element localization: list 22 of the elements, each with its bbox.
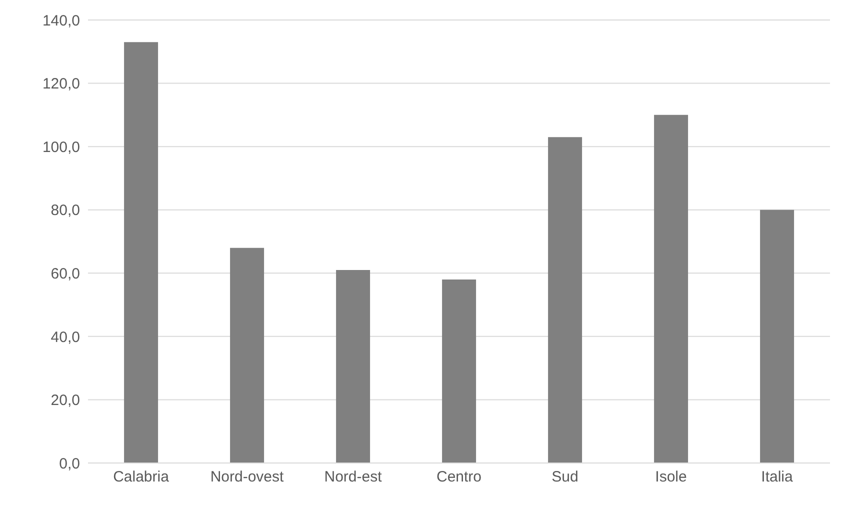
y-tick-label: 40,0: [50, 328, 80, 346]
y-tick-label: 80,0: [50, 202, 80, 220]
y-tick-label: 20,0: [50, 392, 80, 410]
y-tick-label: 0,0: [59, 455, 80, 472]
x-tick-label: Nord-ovest: [210, 468, 285, 486]
x-tick-label: Sud: [552, 468, 578, 486]
bar: [548, 137, 582, 463]
y-tick-label: 120,0: [42, 76, 80, 93]
x-tick-label: Calabria: [113, 468, 170, 486]
x-tick-label: Isole: [655, 468, 687, 486]
x-tick-label: Italia: [761, 468, 794, 486]
bar: [230, 248, 264, 463]
y-tick-label: 100,0: [42, 138, 80, 156]
bar: [442, 279, 476, 463]
bar: [336, 270, 370, 463]
bar: [654, 114, 688, 463]
bar: [124, 42, 158, 463]
x-tick-label: Centro: [436, 468, 482, 486]
y-tick-label: 140,0: [42, 12, 80, 30]
x-tick-label: Nord-est: [324, 468, 383, 486]
y-tick-label: 60,0: [50, 265, 80, 282]
bar: [760, 210, 794, 463]
